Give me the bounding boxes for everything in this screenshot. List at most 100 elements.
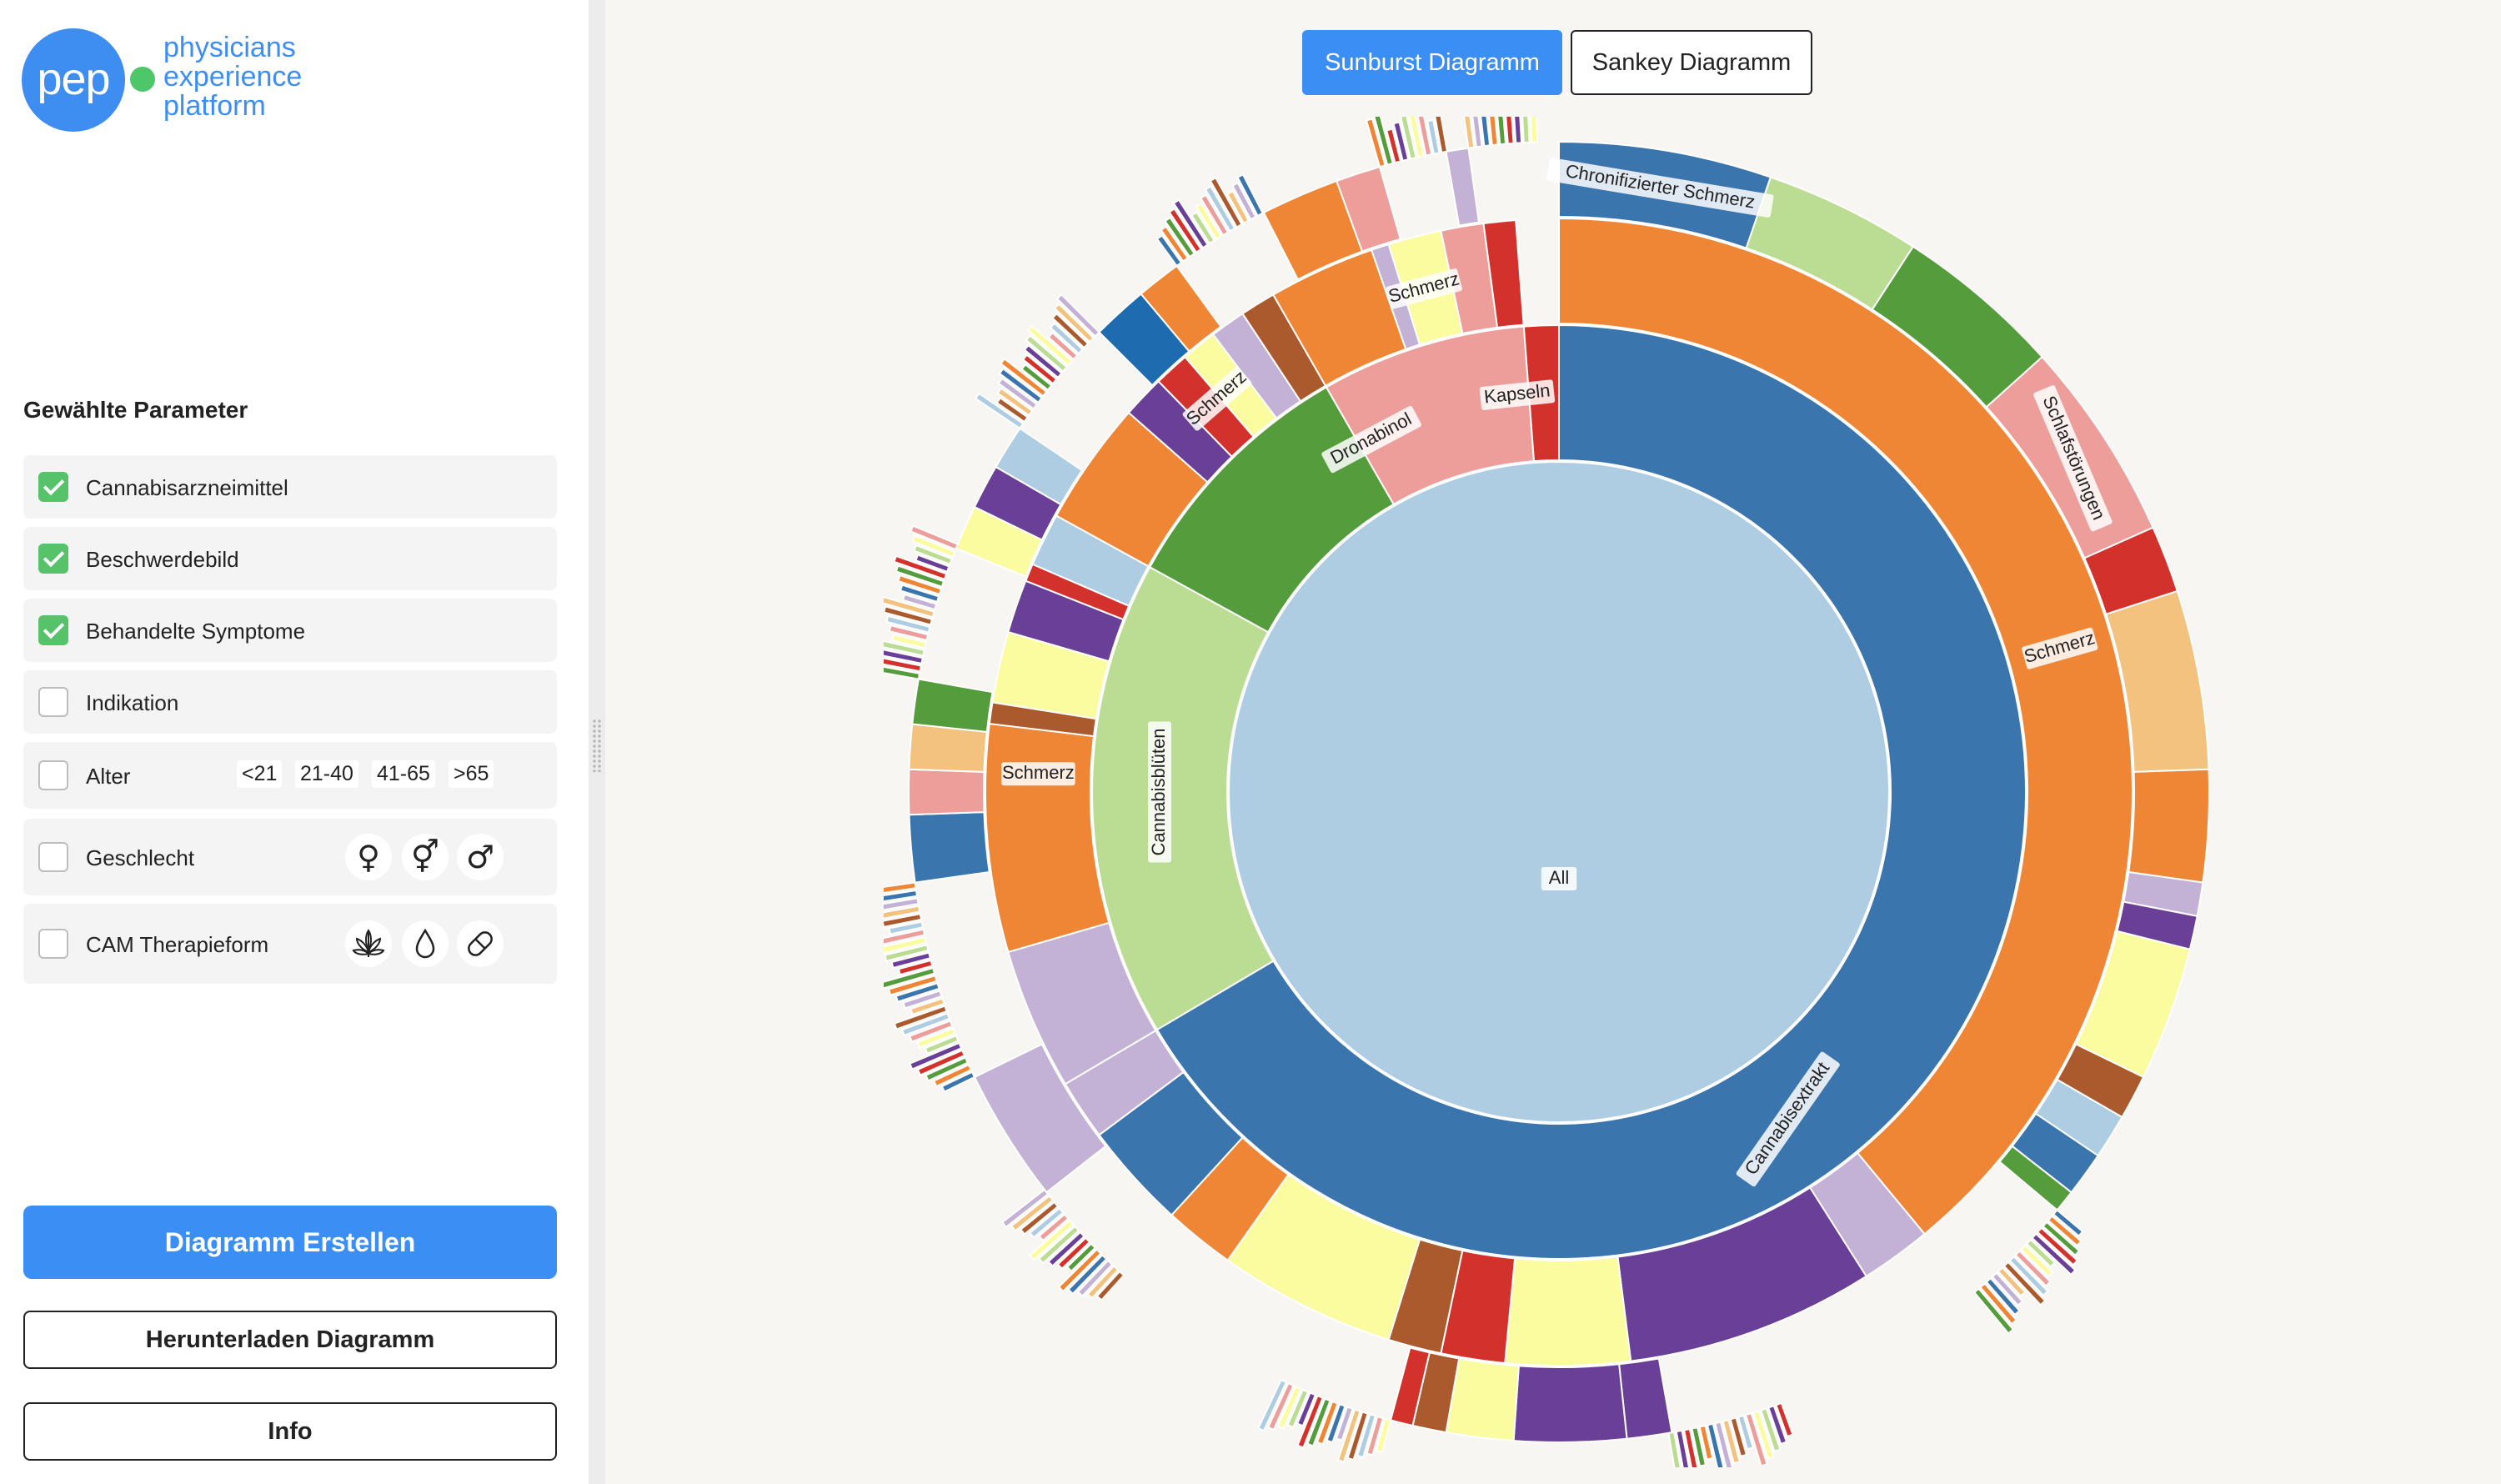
outer-wisp-3[interactable] (2036, 1226, 2079, 1266)
checkbox-cannabisarzneimittel[interactable] (38, 472, 68, 502)
checkbox-geschlecht[interactable] (38, 842, 68, 872)
outer-wisp-51[interactable] (1056, 1236, 1091, 1271)
outer-wisp-28[interactable] (1675, 1429, 1692, 1467)
outer-wisp-99[interactable] (893, 554, 948, 581)
ring3-segment-13[interactable] (1998, 1145, 2073, 1211)
age-option-41-65[interactable]: 41-65 (372, 760, 435, 788)
outer-wisp-98[interactable] (895, 564, 945, 589)
outer-wisp-110[interactable] (1020, 363, 1053, 392)
outer-wisp-117[interactable] (1051, 312, 1090, 349)
outer-wisp-42[interactable] (1276, 1385, 1302, 1430)
outer-wisp-68[interactable] (900, 1012, 951, 1037)
outer-wisp-129[interactable] (1209, 176, 1243, 228)
ring3-segment-15[interactable] (1512, 1363, 1628, 1443)
outer-wisp-95[interactable] (901, 593, 938, 611)
outer-wisp-23[interactable] (1714, 1421, 1734, 1467)
tab-sankey[interactable]: Sankey Diagramm (1571, 30, 1812, 95)
outer-wisp-39[interactable] (1296, 1394, 1324, 1449)
outer-wisp-15[interactable] (1775, 1401, 1794, 1438)
outer-wisp-53[interactable] (1037, 1225, 1080, 1265)
outer-wisp-50[interactable] (1065, 1242, 1097, 1273)
outer-wisp-111[interactable] (1021, 353, 1058, 385)
age-option-under-21[interactable]: <21 (237, 760, 283, 788)
outer-wisp-45[interactable] (1095, 1270, 1125, 1301)
outer-wisp-146[interactable] (1496, 117, 1507, 146)
outer-wisp-77[interactable] (884, 944, 930, 962)
outer-wisp-145[interactable] (1488, 117, 1499, 147)
outer-wisp-118[interactable] (1053, 303, 1095, 343)
ring3-segment-14[interactable] (1618, 1357, 1673, 1440)
outer-wisp-102[interactable] (911, 534, 956, 559)
checkbox-beschwerdebild[interactable] (38, 544, 68, 574)
outer-wisp-55[interactable] (1038, 1213, 1070, 1242)
outer-wisp-82[interactable] (884, 905, 921, 920)
outer-wisp-63[interactable] (916, 1049, 966, 1076)
outer-wisp-57[interactable] (1019, 1201, 1060, 1236)
outer-wisp-123[interactable] (1168, 208, 1203, 253)
outer-wisp-71[interactable] (902, 990, 943, 1010)
outer-wisp-135[interactable] (1386, 128, 1402, 164)
drop-icon[interactable] (402, 920, 449, 967)
outer-wisp-109[interactable] (1000, 357, 1048, 398)
ring2-segment-3-4[interactable] (1482, 218, 1525, 329)
outer-wisp-136[interactable] (1392, 121, 1410, 163)
outer-wisp-108[interactable] (998, 367, 1043, 404)
male-icon[interactable]: ♂ (457, 834, 504, 880)
female-icon[interactable]: ♀ (345, 834, 392, 880)
outer-wisp-59[interactable] (1000, 1188, 1050, 1229)
outer-wisp-62[interactable] (925, 1056, 970, 1082)
outer-wisp-29[interactable] (1667, 1431, 1683, 1467)
outer-wisp-88[interactable] (884, 648, 924, 665)
outer-wisp-75[interactable] (897, 959, 934, 976)
outer-wisp-64[interactable] (909, 1041, 963, 1070)
ring3-segment-18[interactable] (1389, 1346, 1431, 1427)
outer-wisp-131[interactable] (1231, 181, 1257, 221)
outer-wisp-106[interactable] (996, 387, 1034, 417)
splitter-grip-icon[interactable] (592, 719, 602, 772)
outer-wisp-76[interactable] (890, 951, 932, 970)
outer-wisp-104[interactable] (974, 392, 1025, 430)
outer-wisp-44[interactable] (1256, 1378, 1288, 1432)
outer-wisp-90[interactable] (891, 634, 928, 649)
outer-wisp-33[interactable] (1346, 1411, 1369, 1461)
outer-wisp-73[interactable] (887, 974, 938, 996)
create-diagram-button[interactable]: Diagramm Erstellen (23, 1206, 557, 1279)
outer-wisp-70[interactable] (910, 997, 945, 1016)
outer-wisp-80[interactable] (888, 920, 925, 935)
outer-wisp-103[interactable] (910, 524, 960, 551)
outer-wisp-142[interactable] (1462, 117, 1476, 149)
outer-wisp-138[interactable] (1408, 117, 1426, 158)
outer-wisp-14[interactable] (1972, 1287, 2015, 1335)
ring3-segment-28[interactable] (1140, 264, 1222, 353)
outer-wisp-126[interactable] (1195, 202, 1223, 241)
ring3-segment-6[interactable] (2128, 768, 2210, 884)
outer-wisp-49[interactable] (1057, 1248, 1102, 1293)
ring2-segment-1-1[interactable] (985, 722, 1110, 954)
checkbox-cam-therapieform[interactable] (38, 929, 68, 959)
ring3-segment-21[interactable] (908, 768, 985, 816)
outer-wisp-47[interactable] (1076, 1259, 1114, 1297)
outer-wisp-107[interactable] (997, 377, 1039, 410)
outer-wisp-66[interactable] (916, 1027, 957, 1050)
ring1-segment-0[interactable] (1155, 323, 2027, 1260)
outer-wisp-35[interactable] (1335, 1406, 1354, 1441)
info-button[interactable]: Info (23, 1402, 557, 1461)
outer-wisp-18[interactable] (1752, 1409, 1775, 1460)
outer-wisp-25[interactable] (1698, 1424, 1714, 1461)
ring1-segment-1[interactable] (1091, 565, 1275, 1031)
outer-wisp-114[interactable] (1026, 324, 1074, 367)
outer-wisp-46[interactable] (1086, 1265, 1120, 1300)
outer-wisp-16[interactable] (1767, 1404, 1788, 1446)
outer-wisp-24[interactable] (1706, 1422, 1726, 1467)
outer-wisp-139[interactable] (1415, 117, 1433, 157)
outer-wisp-12[interactable] (1985, 1276, 2021, 1316)
ring2-segment-0-0[interactable] (1558, 217, 2133, 1236)
outer-wisp-22[interactable] (1722, 1418, 1741, 1465)
outer-wisp-10[interactable] (1997, 1266, 2027, 1297)
outer-wisp-60[interactable] (940, 1070, 976, 1093)
outer-wisp-140[interactable] (1426, 118, 1441, 155)
outer-wisp-79[interactable] (884, 928, 926, 947)
outer-wisp-127[interactable] (1199, 193, 1230, 237)
tab-sunburst[interactable]: Sunburst Diagramm (1302, 30, 1562, 95)
outer-wisp-128[interactable] (1204, 185, 1236, 233)
